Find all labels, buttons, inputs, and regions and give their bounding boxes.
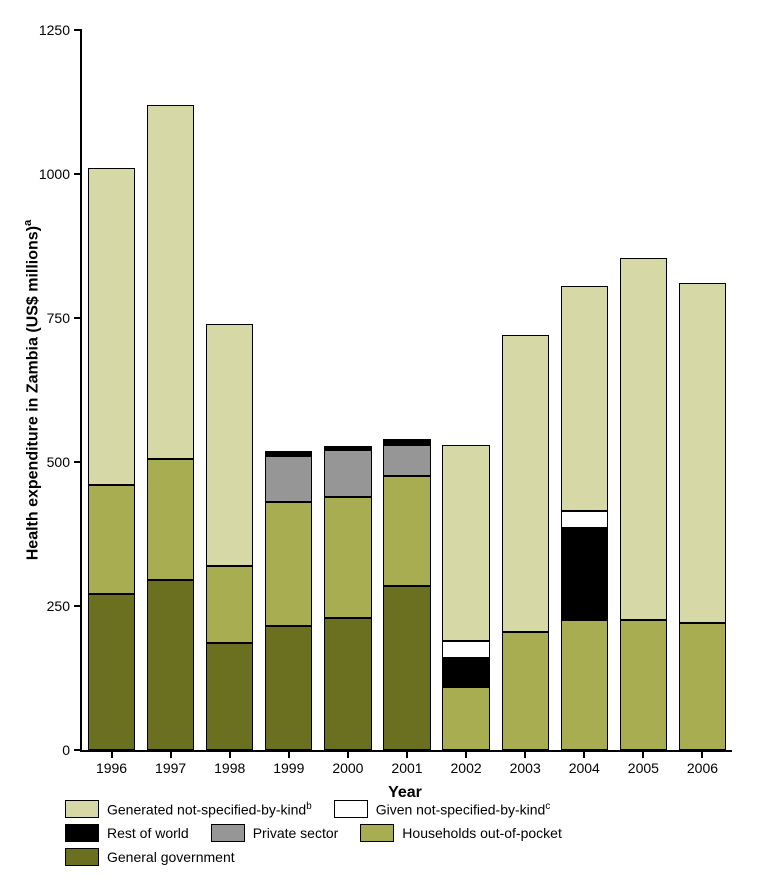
- bar-seg-given_ns: [442, 641, 489, 658]
- legend-swatch: [211, 824, 245, 842]
- bar-seg-priv: [383, 445, 430, 477]
- x-tick-label: 1998: [214, 750, 245, 776]
- legend-item-priv: Private sector: [211, 824, 339, 842]
- x-tick-label: 2006: [687, 750, 718, 776]
- x-tick-label: 2001: [391, 750, 422, 776]
- bar-seg-hh_oop: [147, 459, 194, 580]
- plot-area: 0250500750100012501996199719981999200020…: [80, 30, 732, 752]
- bar-seg-row: [442, 658, 489, 687]
- y-axis-title: Health expenditure in Zambia (US$ millio…: [22, 220, 42, 561]
- legend-label: Households out-of-pocket: [402, 825, 562, 841]
- bar-seg-hh_oop: [561, 620, 608, 750]
- y-tick-label: 1000: [39, 166, 82, 182]
- legend-item-hh_oop: Households out-of-pocket: [360, 824, 562, 842]
- y-tick-label: 0: [62, 742, 82, 758]
- bar-seg-hh_oop: [324, 497, 371, 618]
- legend-swatch: [65, 800, 99, 818]
- x-tick-label: 2003: [510, 750, 541, 776]
- legend-swatch: [360, 824, 394, 842]
- bar-seg-gen_ns: [620, 258, 667, 621]
- legend-item-row: Rest of world: [65, 824, 189, 842]
- bar-seg-hh_oop: [442, 687, 489, 750]
- bar-seg-hh_oop: [88, 485, 135, 594]
- bar-seg-gen_gov: [324, 618, 371, 750]
- bar-seg-hh_oop: [265, 502, 312, 626]
- bar-seg-hh_oop: [679, 623, 726, 750]
- bar-seg-priv: [265, 456, 312, 502]
- legend-label: General government: [107, 849, 235, 865]
- bar-seg-hh_oop: [383, 476, 430, 585]
- bar-seg-hh_oop: [620, 620, 667, 750]
- bar-seg-hh_oop: [206, 566, 253, 644]
- legend-item-given_ns: Given not-specified-by-kindc: [334, 800, 551, 818]
- x-tick-label: 2005: [628, 750, 659, 776]
- x-tick-label: 1999: [273, 750, 304, 776]
- legend-label: Generated not-specified-by-kindb: [107, 801, 312, 818]
- bar-seg-row: [383, 439, 430, 445]
- y-tick-label: 750: [47, 310, 82, 326]
- bar-seg-gen_ns: [206, 324, 253, 566]
- x-tick-label: 2000: [332, 750, 363, 776]
- bar-seg-row: [324, 446, 371, 450]
- bar-seg-given_ns: [561, 511, 608, 528]
- bar-seg-gen_ns: [679, 283, 726, 623]
- bar-seg-hh_oop: [502, 632, 549, 750]
- bar-seg-gen_gov: [147, 580, 194, 750]
- y-tick-label: 500: [47, 454, 82, 470]
- bar-seg-gen_ns: [442, 445, 489, 641]
- bar-seg-row: [265, 451, 312, 457]
- bar-seg-gen_ns: [147, 105, 194, 459]
- bar-seg-row: [561, 528, 608, 620]
- bar-seg-gen_ns: [88, 168, 135, 485]
- legend-item-gen_gov: General government: [65, 848, 235, 866]
- bar-seg-gen_ns: [561, 286, 608, 511]
- bar-seg-gen_gov: [265, 626, 312, 750]
- bar-seg-gen_gov: [383, 586, 430, 750]
- bar-seg-gen_gov: [206, 643, 253, 750]
- y-tick-label: 1250: [39, 22, 82, 38]
- x-tick-label: 2004: [569, 750, 600, 776]
- bar-seg-gen_ns: [502, 335, 549, 632]
- x-tick-label: 1997: [155, 750, 186, 776]
- bar-seg-priv: [324, 450, 371, 496]
- legend: Generated not-specified-by-kindb Given no…: [65, 800, 745, 872]
- health-expenditure-chart: 0 250 500 750 1000 1250 1996 1997 1998 1999 2000 20…: [0, 0, 771, 892]
- legend-item-gen_ns: Generated not-specified-by-kindb: [65, 800, 312, 818]
- y-tick-label: 250: [47, 598, 82, 614]
- legend-label: Rest of world: [107, 825, 189, 841]
- legend-swatch: [334, 800, 368, 818]
- legend-swatch: [65, 848, 99, 866]
- legend-swatch: [65, 824, 99, 842]
- legend-label: Given not-specified-by-kindc: [376, 801, 551, 818]
- x-tick-label: 1996: [96, 750, 127, 776]
- bar-seg-gen_gov: [88, 594, 135, 750]
- x-tick-label: 2002: [451, 750, 482, 776]
- legend-label: Private sector: [253, 825, 339, 841]
